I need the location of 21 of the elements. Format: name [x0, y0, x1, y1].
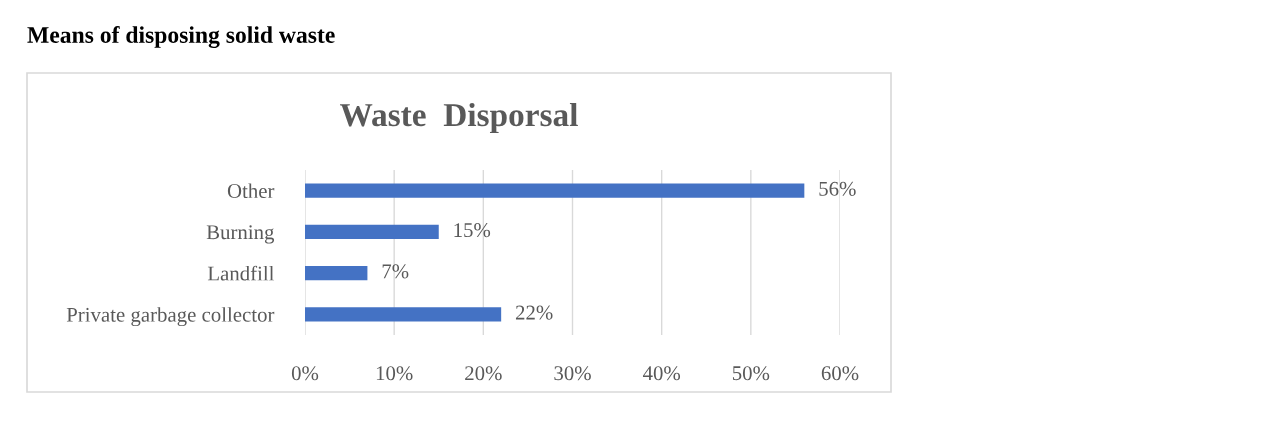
y-tick-label: Landfill — [207, 265, 275, 281]
x-tick-label: 50% — [732, 366, 770, 381]
y-tick-label: Other — [227, 183, 275, 199]
x-tick-label: 10% — [376, 366, 413, 381]
y-tick-label: Private garbage collector — [66, 307, 275, 327]
x-tick-label: 30% — [554, 366, 591, 381]
x-tick-label: 60% — [821, 366, 859, 381]
bar — [305, 183, 805, 198]
x-tick-label: 40% — [642, 366, 681, 381]
data-label: 22% — [515, 305, 553, 320]
data-label: 56% — [819, 181, 856, 196]
chart-subtitle: Waste Disporsal — [340, 102, 578, 134]
x-tick-label: 20% — [465, 366, 502, 381]
chart-title: Means of disposing solid waste — [27, 26, 335, 48]
y-tick-label: Burning — [206, 225, 275, 244]
data-label: 7% — [382, 264, 409, 279]
x-tick-label: 0% — [291, 366, 319, 381]
bar — [305, 224, 439, 239]
bar — [305, 307, 502, 322]
bar — [305, 266, 368, 281]
data-label: 15% — [454, 223, 491, 238]
